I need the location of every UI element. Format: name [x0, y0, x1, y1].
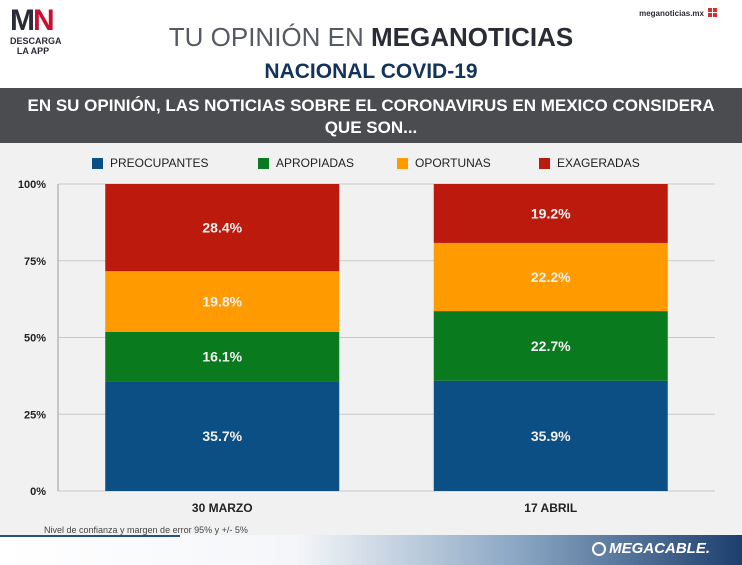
- y-tick-label: 50%: [24, 333, 46, 345]
- footer-accent-line: [0, 535, 180, 537]
- legend-label: OPORTUNAS: [415, 156, 491, 170]
- legend-swatch: [397, 157, 408, 169]
- data-label: 19.2%: [531, 205, 571, 221]
- data-label: 22.2%: [531, 269, 571, 285]
- bar-segment-preocupantes: [105, 381, 340, 491]
- title-bold: MEGANOTICIAS: [371, 22, 574, 52]
- data-label: 28.4%: [202, 220, 242, 236]
- bar-segment-apropiadas: [433, 311, 668, 381]
- legend-swatch: [539, 157, 550, 169]
- legend-label: EXAGERADAS: [557, 156, 640, 170]
- bar-segment-oportunas: [433, 242, 668, 312]
- logo-download-text-1: DESCARGA: [10, 36, 62, 46]
- data-label: 16.1%: [202, 349, 242, 365]
- site-url[interactable]: meganoticias.mx: [639, 9, 704, 18]
- data-label: 35.7%: [202, 428, 242, 444]
- page-title: TU OPINIÓN EN MEGANOTICIAS: [0, 22, 742, 53]
- chart-legend: PREOCUPANTES APROPIADAS OPORTUNAS EXAGERADA…: [0, 156, 742, 176]
- title-light: TU OPINIÓN EN: [168, 22, 371, 52]
- survey-question: EN SU OPINIÓN, LAS NOTICIAS SOBRE EL COR…: [0, 88, 742, 143]
- confidence-note: Nivel de confianza y margen de error 95%…: [44, 525, 248, 535]
- y-tick-label: 25%: [24, 409, 46, 421]
- bar-segment-apropiadas: [105, 331, 340, 382]
- legend-item-exageradas: EXAGERADAS: [539, 156, 640, 170]
- legend-item-preocupantes: PREOCUPANTES: [92, 156, 208, 170]
- legend-item-apropiadas: APROPIADAS: [258, 156, 354, 170]
- megacable-brand: MEGACABLE.: [592, 540, 710, 557]
- legend-label: APROPIADAS: [276, 156, 355, 170]
- bar-segment-oportunas: [105, 271, 340, 332]
- logo-mark: MN: [10, 4, 55, 37]
- x-category-label: 17 ABRIL: [524, 501, 577, 515]
- brand-text: MEGACABLE.: [609, 540, 710, 557]
- megacable-logo-icon: [592, 541, 607, 556]
- legend-label: PREOCUPANTES: [110, 156, 209, 170]
- data-label: 35.9%: [531, 428, 571, 444]
- legend-swatch: [92, 157, 103, 169]
- data-label: 22.7%: [531, 338, 571, 354]
- y-tick-label: 75%: [24, 256, 46, 268]
- bar-segment-exageradas: [433, 184, 668, 243]
- logo-download-text-2: LA APP: [16, 46, 50, 56]
- y-tick-label: 100%: [18, 179, 46, 191]
- data-label: 19.8%: [202, 294, 242, 310]
- footer-band: [0, 535, 742, 565]
- legend-item-oportunas: OPORTUNAS: [397, 156, 491, 170]
- bar-segment-preocupantes: [433, 380, 668, 491]
- bar-segment-exageradas: [105, 184, 340, 272]
- legend-swatch: [258, 157, 269, 169]
- meganoticias-logo[interactable]: MN DESCARGA LA APP: [10, 4, 62, 57]
- grid-icon: [708, 8, 717, 17]
- y-tick-label: 0%: [30, 486, 46, 498]
- x-category-label: 30 MARZO: [192, 501, 253, 515]
- page-subtitle: NACIONAL COVID-19: [264, 60, 478, 83]
